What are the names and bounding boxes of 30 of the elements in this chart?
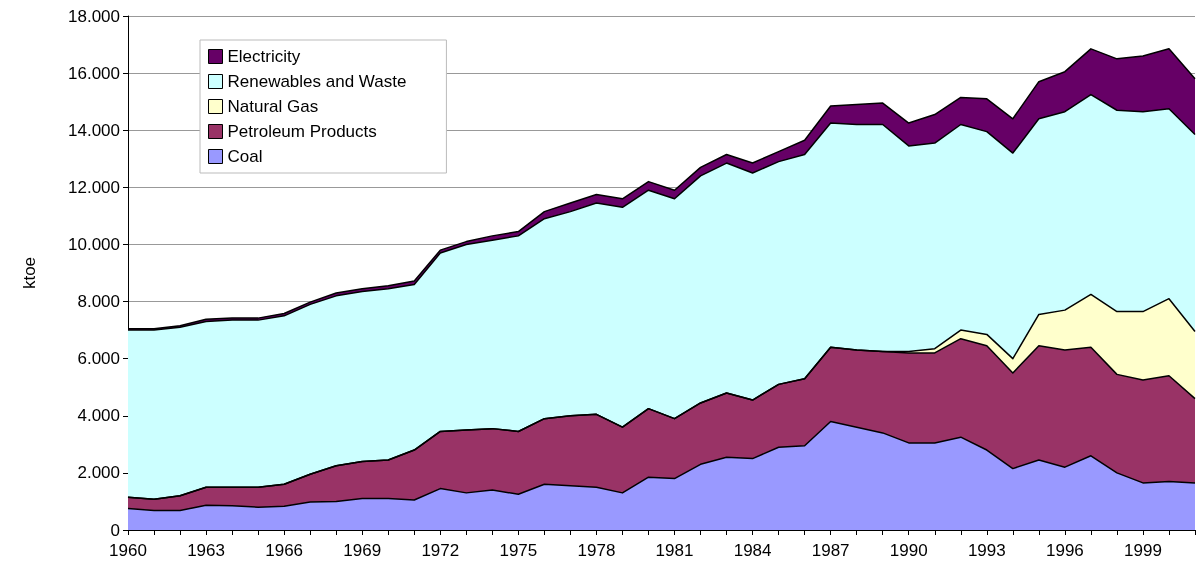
x-tick-label: 1981 xyxy=(655,541,694,560)
y-tick-label: 12.000 xyxy=(68,177,120,197)
y-tick-label: 2.000 xyxy=(77,463,120,483)
y-tick-label: 0 xyxy=(110,520,120,540)
x-tick-label: 1993 xyxy=(967,541,1006,560)
x-tick-label: 1999 xyxy=(1124,541,1162,560)
legend-label: Natural Gas xyxy=(227,97,319,116)
y-axis-title: ktoe xyxy=(20,256,39,290)
x-tick-label: 1972 xyxy=(421,541,460,560)
y-tick-label: 4.000 xyxy=(77,406,120,426)
x-tick-label: 1996 xyxy=(1045,541,1084,560)
x-tick-label: 1966 xyxy=(265,541,304,560)
x-tick-label: 1984 xyxy=(733,541,772,560)
legend-label: Petroleum Products xyxy=(227,122,377,141)
y-tick-label: 6.000 xyxy=(77,349,120,369)
y-tick-label: 10.000 xyxy=(68,234,120,254)
y-tick-label: 14.000 xyxy=(68,120,120,140)
x-tick-label: 1990 xyxy=(889,541,928,560)
x-tick-label: 1978 xyxy=(577,541,616,560)
y-tick-label: 8.000 xyxy=(77,292,120,312)
x-tick-label: 1975 xyxy=(499,541,538,560)
x-tick-label: 1960 xyxy=(109,541,147,560)
y-tick-label: 16.000 xyxy=(68,63,120,83)
x-tick-label: 1963 xyxy=(187,541,225,560)
legend-label: Renewables and Waste xyxy=(227,72,407,91)
legend-label: Coal xyxy=(227,147,263,166)
x-tick-label: 1969 xyxy=(343,541,382,560)
y-tick-label: 18.000 xyxy=(68,6,120,26)
legend-label: Electricity xyxy=(227,47,301,66)
x-tick-label: 1987 xyxy=(811,541,850,560)
